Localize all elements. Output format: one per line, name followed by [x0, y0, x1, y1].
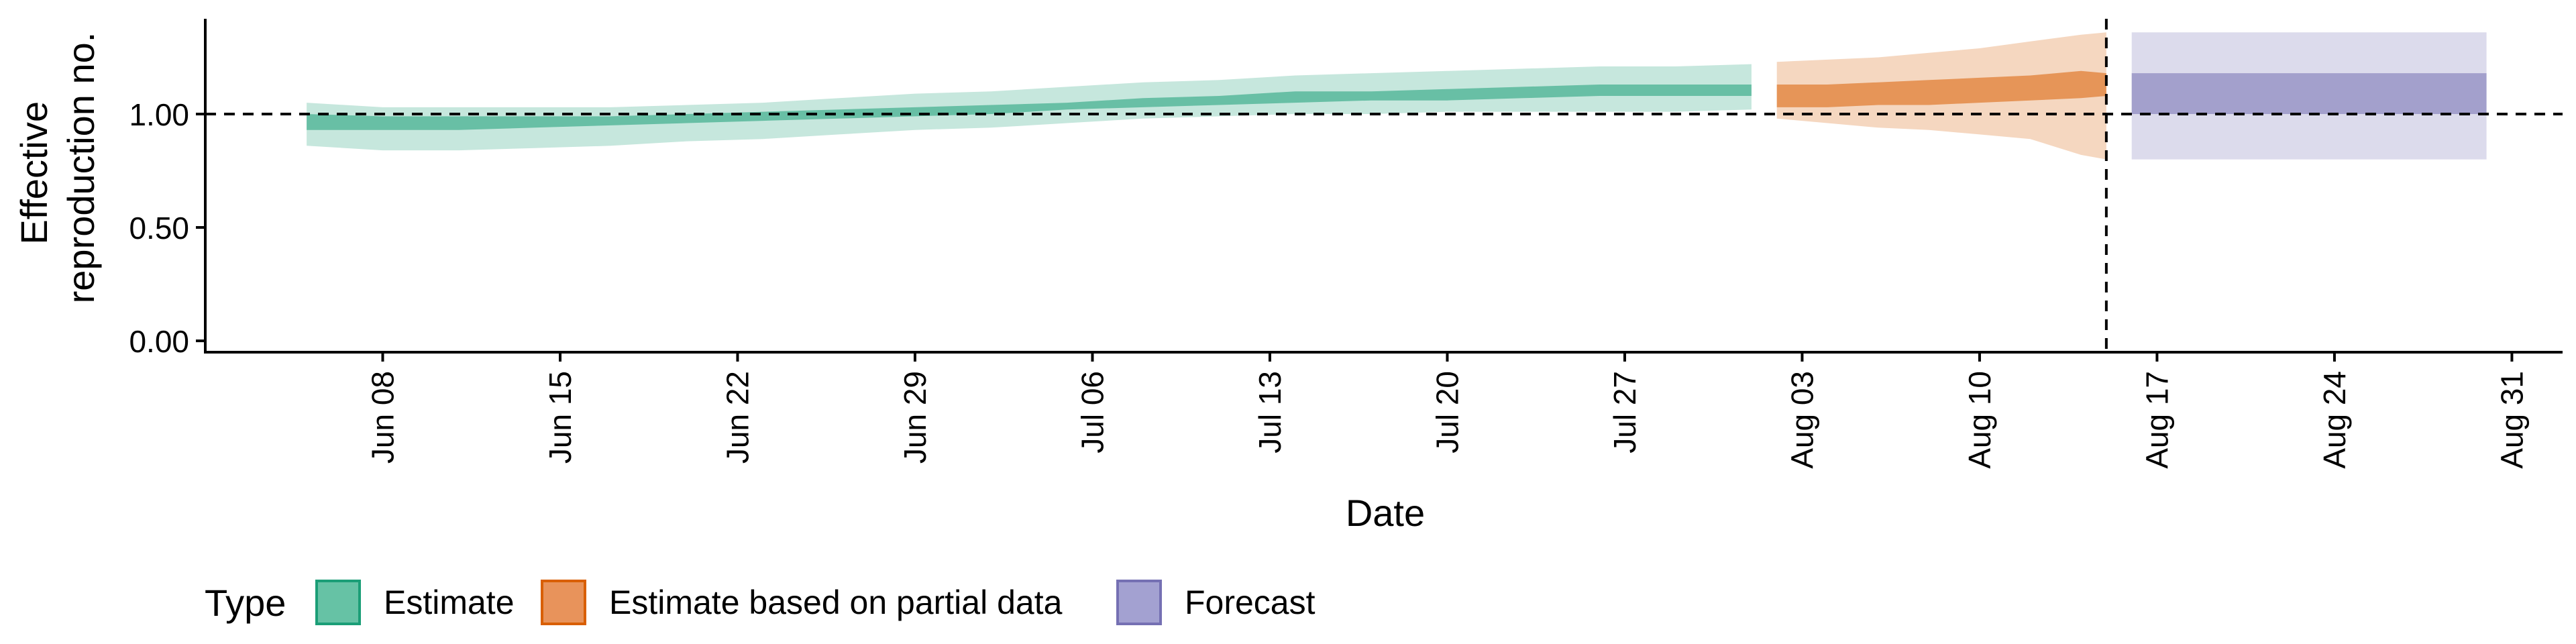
x-tick-label: Jul 27 — [1607, 371, 1642, 453]
legend-swatch-estimate — [315, 580, 361, 625]
plot-bands — [307, 32, 2487, 160]
y-axis-label-line-1: Effective — [13, 101, 55, 245]
legend-swatch-forecast — [1116, 580, 1162, 625]
x-ticks: Jun 08 Jun 15 Jun 22 Jun 29 Jul 06 Jul 13 Jul … — [365, 352, 2529, 469]
x-tick-label: Jul 20 — [1430, 371, 1464, 453]
x-tick-label: Aug 17 — [2139, 371, 2174, 469]
legend-label-forecast: Forecast — [1185, 584, 1316, 621]
y-tick-label: 0.00 — [129, 324, 189, 359]
y-axis-label-line-2: reproduction no. — [60, 32, 102, 304]
axes — [204, 19, 2563, 354]
x-tick-label: Jun 29 — [898, 371, 932, 464]
x-tick-label: Aug 10 — [1962, 371, 1997, 469]
x-tick-label: Aug 31 — [2494, 371, 2529, 469]
x-tick-label: Jul 13 — [1252, 371, 1287, 453]
x-tick-label: Aug 24 — [2317, 371, 2352, 469]
y-ticks: 0.00 0.50 1.00 — [129, 97, 205, 359]
legend-label-estimate: Estimate — [384, 584, 515, 621]
x-tick-label: Jul 06 — [1075, 371, 1110, 453]
x-tick-label: Jun 08 — [365, 371, 400, 464]
x-tick-label: Jun 22 — [720, 371, 755, 464]
legend-label-estimate-based-on-partial-data: Estimate based on partial data — [609, 584, 1063, 621]
y-tick-label: 0.50 — [129, 211, 189, 246]
x-tick-label: Jun 15 — [543, 371, 578, 464]
x-tick-label: Aug 03 — [1784, 371, 1819, 469]
forecast-inner-band — [2131, 73, 2487, 114]
estimate-based-on-partial-data-inner-band — [1776, 70, 2106, 107]
estimate-inner-band — [307, 85, 1752, 130]
x-axis-label: Date — [1346, 492, 1425, 534]
legend: Type Estimate Estimate based on partial d… — [205, 580, 1316, 625]
legend-title: Type — [205, 582, 286, 624]
legend-swatch-estimate-based-on-partial-data — [541, 580, 586, 625]
y-tick-label: 1.00 — [129, 97, 189, 132]
y-axis-label: Effective reproduction no. — [13, 32, 102, 304]
